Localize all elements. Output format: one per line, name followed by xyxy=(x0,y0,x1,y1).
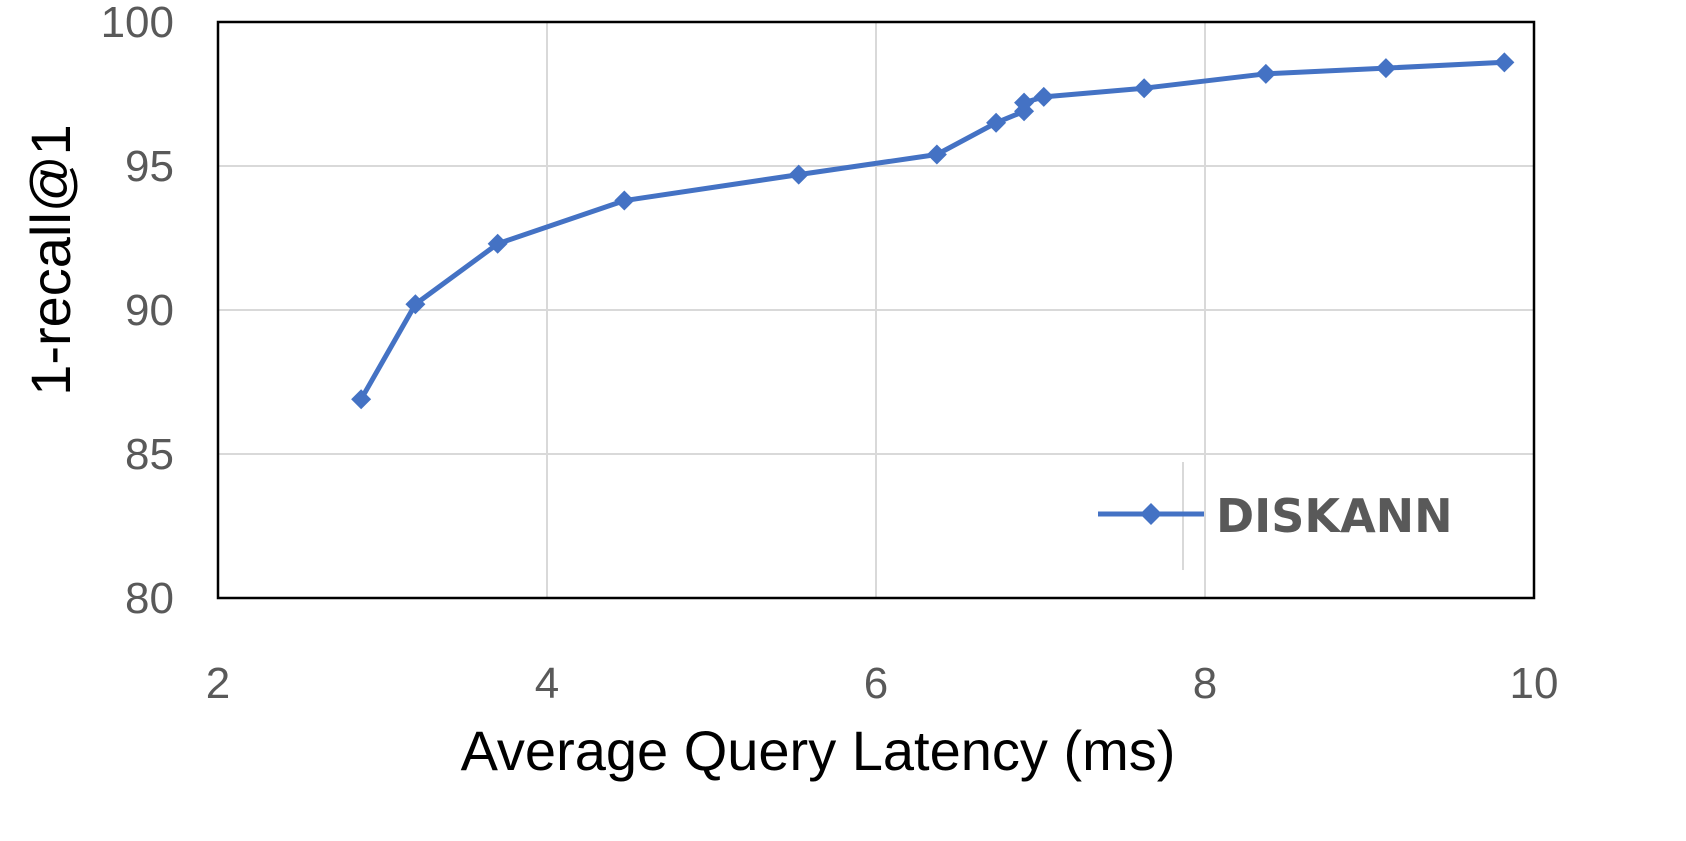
legend: DISKANN xyxy=(1098,462,1453,570)
x-tick-label: 10 xyxy=(1510,659,1559,708)
data-point-marker xyxy=(1014,92,1035,113)
y-tick-label: 95 xyxy=(125,142,174,191)
x-tick-labels: 2 4 6 8 10 xyxy=(206,659,1559,708)
series-line-diskann xyxy=(358,59,1505,401)
x-axis-title: Average Query Latency (ms) xyxy=(461,719,1176,782)
data-point-marker xyxy=(1255,63,1276,84)
x-tick-label: 4 xyxy=(535,659,559,708)
data-point-marker xyxy=(614,190,635,211)
data-point-marker xyxy=(351,389,372,410)
data-point-marker xyxy=(1033,86,1054,107)
x-tick-label: 6 xyxy=(864,659,888,708)
y-axis-title: 1-recall@1 xyxy=(19,124,82,396)
y-tick-label: 90 xyxy=(125,286,174,335)
data-point-marker xyxy=(1375,58,1396,79)
y-tick-labels: 80 85 90 95 100 xyxy=(101,0,174,623)
data-point-marker xyxy=(1134,78,1155,99)
data-point-marker xyxy=(788,164,809,185)
y-tick-label: 85 xyxy=(125,430,174,479)
series-layer xyxy=(351,52,1515,410)
y-tick-label: 100 xyxy=(101,0,174,47)
data-point-marker xyxy=(986,112,1007,133)
data-point-marker xyxy=(1494,52,1515,73)
plot-area-frame xyxy=(216,20,1536,600)
legend-label-diskann: DISKANN xyxy=(1216,489,1453,543)
grid-lines xyxy=(218,22,1534,598)
x-tick-label: 2 xyxy=(206,659,230,708)
x-tick-label: 8 xyxy=(1193,659,1217,708)
data-point-marker xyxy=(405,294,426,315)
y-tick-label: 80 xyxy=(125,574,174,623)
data-point-marker xyxy=(926,144,947,165)
legend-marker-diamond xyxy=(1140,503,1162,525)
data-point-marker xyxy=(487,233,508,254)
